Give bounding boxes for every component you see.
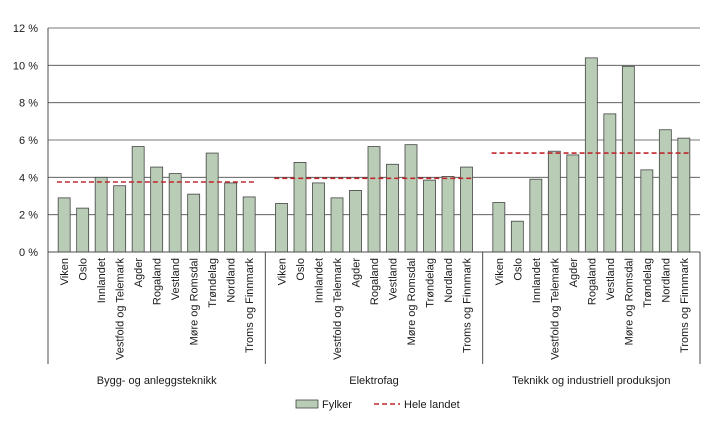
bar: [113, 185, 127, 253]
category-labels: Viken Oslo Innlandet Vestfold og Telemark Ag…: [59, 258, 691, 360]
category-label: Viken: [277, 258, 289, 285]
category-label: Nordland: [443, 258, 455, 303]
bar: [423, 179, 436, 253]
category-label: Møre og Romsdal: [406, 258, 418, 345]
national-reference-lines: [56, 152, 692, 183]
bar: [76, 207, 90, 253]
bar: [224, 182, 238, 253]
bar: [640, 169, 654, 253]
bar: [492, 202, 506, 253]
bar: [312, 182, 325, 253]
bar: [187, 193, 201, 253]
bars: [57, 57, 691, 253]
category-label: Viken: [59, 258, 71, 285]
category-label: Vestfold og Telemark: [115, 258, 127, 360]
axes: [47, 28, 701, 364]
bar: [94, 176, 108, 253]
group-label: Teknikk og industriell produksjon: [512, 375, 670, 387]
y-tick-label: 0 %: [19, 247, 38, 259]
category-label: Innlandet: [96, 258, 108, 303]
category-label: Agder: [568, 258, 580, 288]
category-label: Nordland: [226, 258, 238, 303]
category-label: Trøndelag: [642, 258, 654, 308]
category-label: Troms og Finnmark: [679, 258, 691, 353]
category-label: Nordland: [660, 258, 672, 303]
category-label: Troms og Finnmark: [244, 258, 256, 353]
category-label: Rogaland: [586, 258, 598, 305]
y-tick-label: 6 %: [19, 135, 38, 147]
bar: [150, 166, 164, 253]
bar: [621, 65, 635, 253]
bar: [566, 154, 580, 253]
y-axis-ticks: 0 % 2 % 4 % 6 % 8 % 10 % 12 %: [13, 23, 38, 259]
category-label: Innlandet: [531, 258, 543, 303]
category-label: Vestfold og Telemark: [332, 258, 344, 360]
bar: [529, 178, 543, 253]
bar: [57, 197, 71, 253]
category-label: Trøndelag: [425, 258, 437, 308]
bar: [547, 150, 561, 253]
y-tick-label: 4 %: [19, 172, 38, 184]
legend-line-label: Hele landet: [404, 399, 460, 411]
bar: [404, 144, 418, 253]
y-tick-label: 8 %: [19, 98, 38, 110]
category-label: Rogaland: [152, 258, 164, 305]
category-label: Møre og Romsdal: [189, 258, 201, 345]
category-label: Vestland: [605, 258, 617, 300]
bar: [275, 203, 288, 253]
bar: [441, 175, 455, 253]
bar: [293, 161, 307, 253]
bar: [658, 129, 672, 253]
y-tick-label: 12 %: [13, 23, 38, 35]
category-label: Oslo: [295, 258, 307, 281]
category-label: Agder: [133, 258, 145, 288]
category-label: Trøndelag: [207, 258, 219, 308]
category-label: Innlandet: [314, 258, 326, 303]
y-tick-label: 2 %: [19, 210, 38, 222]
group-labels: Bygg- og anleggsteknikk Elektrofag Teknikk…: [97, 375, 671, 387]
bar: [367, 146, 381, 253]
bar: [510, 220, 524, 253]
bar: [205, 152, 219, 253]
category-label: Oslo: [78, 258, 90, 281]
bar: [131, 146, 145, 253]
category-label: Agder: [351, 258, 363, 288]
bar: [677, 137, 691, 253]
group-label: Elektrofag: [349, 375, 399, 387]
bar: [460, 166, 473, 253]
category-label: Rogaland: [369, 258, 381, 305]
bar: [349, 189, 362, 253]
category-label: Vestland: [170, 258, 182, 300]
bar: [168, 173, 182, 253]
category-label: Troms og Finnmark: [462, 258, 474, 353]
legend-bar-swatch: [295, 399, 319, 409]
bar: [242, 196, 256, 253]
group-label: Bygg- og anleggsteknikk: [97, 375, 217, 387]
legend-bar-label: Fylker: [322, 399, 352, 411]
category-label: Møre og Romsdal: [623, 258, 635, 345]
bar: [386, 163, 399, 253]
bar: [584, 57, 598, 253]
category-label: Oslo: [512, 258, 524, 281]
category-label: Vestland: [388, 258, 400, 300]
bar: [603, 113, 617, 253]
y-tick-label: 10 %: [13, 60, 38, 72]
bar: [330, 197, 344, 253]
category-label: Vestfold og Telemark: [549, 258, 561, 360]
category-label: Viken: [494, 258, 506, 285]
legend: Fylker Hele landet: [295, 399, 460, 411]
